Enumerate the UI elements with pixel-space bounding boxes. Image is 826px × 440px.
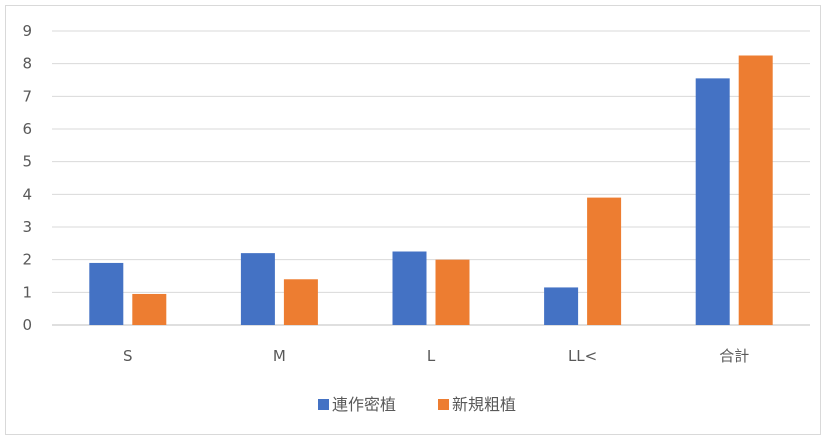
y-tick-label: 5	[22, 153, 32, 171]
x-axis-labels: S M L LL< 合計	[123, 347, 749, 365]
y-tick-label: 3	[22, 218, 32, 236]
legend: 連作密植 新規粗植	[318, 395, 516, 414]
bar-series1	[696, 78, 730, 325]
bar-series2	[132, 294, 166, 325]
bar-series2	[739, 56, 773, 326]
y-axis-ticks: 0 1 2 3 4 5 6 7 8 9	[22, 22, 32, 334]
legend-label: 新規粗植	[452, 395, 516, 414]
legend-label: 連作密植	[332, 395, 396, 414]
x-category-label: L	[427, 347, 436, 365]
y-tick-label: 8	[22, 55, 32, 73]
y-tick-label: 2	[22, 251, 32, 269]
bar-series2	[284, 279, 318, 325]
bar-series1	[393, 252, 427, 326]
y-tick-label: 7	[22, 87, 32, 105]
bar-series2	[436, 260, 470, 325]
y-tick-label: 4	[22, 185, 32, 203]
y-tick-label: 9	[22, 22, 32, 40]
y-tick-label: 0	[22, 316, 32, 334]
bar-series2	[587, 198, 621, 325]
x-category-label: 合計	[719, 347, 749, 365]
bar-series1	[241, 253, 275, 325]
legend-swatch	[318, 399, 329, 410]
y-tick-label: 6	[22, 120, 32, 138]
x-category-label: LL<	[568, 347, 597, 365]
x-category-label: M	[273, 347, 286, 365]
y-tick-label: 1	[22, 283, 32, 301]
x-category-label: S	[123, 347, 133, 365]
legend-swatch	[438, 399, 449, 410]
bar-series1	[89, 263, 123, 325]
bar-series1	[544, 287, 578, 325]
